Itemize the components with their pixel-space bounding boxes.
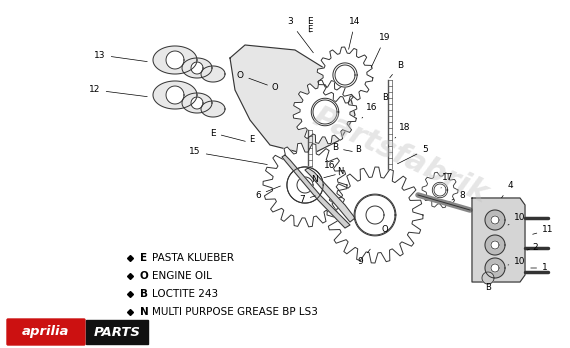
Polygon shape xyxy=(263,143,347,227)
Polygon shape xyxy=(333,63,357,87)
Polygon shape xyxy=(305,168,355,222)
Polygon shape xyxy=(287,167,323,203)
Text: 6: 6 xyxy=(255,186,280,199)
Polygon shape xyxy=(201,101,225,117)
Text: Partsfabrik: Partsfabrik xyxy=(308,102,492,208)
Text: 8: 8 xyxy=(452,190,465,200)
Text: N: N xyxy=(337,167,343,176)
Text: B: B xyxy=(390,61,403,78)
Text: B: B xyxy=(485,284,491,293)
Polygon shape xyxy=(491,241,499,249)
Text: 18: 18 xyxy=(395,124,411,138)
FancyBboxPatch shape xyxy=(86,320,148,344)
Polygon shape xyxy=(472,198,525,282)
Polygon shape xyxy=(293,80,357,144)
Text: MULTI PURPOSE GREASE BP LS3: MULTI PURPOSE GREASE BP LS3 xyxy=(152,307,318,317)
Polygon shape xyxy=(182,93,212,113)
Text: O: O xyxy=(382,226,388,235)
Text: 15: 15 xyxy=(189,148,267,165)
Polygon shape xyxy=(182,58,212,78)
Polygon shape xyxy=(485,210,505,230)
Text: B: B xyxy=(140,289,148,299)
Text: 10: 10 xyxy=(508,258,526,267)
Text: O: O xyxy=(140,271,149,281)
Polygon shape xyxy=(317,47,373,103)
Text: LOCTITE 243: LOCTITE 243 xyxy=(152,289,218,299)
Polygon shape xyxy=(311,98,339,126)
Polygon shape xyxy=(153,81,197,109)
Polygon shape xyxy=(166,86,184,104)
Text: 17: 17 xyxy=(441,174,454,188)
Text: O: O xyxy=(237,71,267,85)
Polygon shape xyxy=(201,66,225,82)
Text: 16: 16 xyxy=(324,160,340,175)
Text: E: E xyxy=(307,17,313,32)
Text: B: B xyxy=(355,145,361,155)
Text: 1: 1 xyxy=(531,263,548,272)
Polygon shape xyxy=(485,235,505,255)
Polygon shape xyxy=(191,62,203,74)
Polygon shape xyxy=(297,177,313,193)
Polygon shape xyxy=(230,45,355,155)
Polygon shape xyxy=(485,258,505,278)
Text: 2: 2 xyxy=(527,244,538,253)
Text: 13: 13 xyxy=(94,50,147,62)
Polygon shape xyxy=(287,167,323,203)
Polygon shape xyxy=(366,206,384,224)
Text: B: B xyxy=(332,143,352,152)
Text: E: E xyxy=(307,25,312,34)
Text: aprilia: aprilia xyxy=(22,325,70,339)
Text: 11: 11 xyxy=(533,226,553,235)
Polygon shape xyxy=(335,65,355,85)
Text: 3: 3 xyxy=(287,17,314,53)
Polygon shape xyxy=(191,97,203,109)
Text: O: O xyxy=(272,82,278,92)
Text: E: E xyxy=(250,135,255,144)
Text: ENGINE OIL: ENGINE OIL xyxy=(152,271,212,281)
Polygon shape xyxy=(422,172,458,208)
Text: 10: 10 xyxy=(508,214,526,225)
Text: 16: 16 xyxy=(362,103,378,118)
Polygon shape xyxy=(282,155,350,228)
Text: N: N xyxy=(140,307,149,317)
Polygon shape xyxy=(491,264,499,272)
Text: 5: 5 xyxy=(397,145,428,164)
Text: 12: 12 xyxy=(89,86,147,97)
Text: 7: 7 xyxy=(299,196,315,205)
Polygon shape xyxy=(482,272,494,284)
Text: 4: 4 xyxy=(502,182,513,198)
Polygon shape xyxy=(327,167,423,263)
Polygon shape xyxy=(434,184,446,196)
Polygon shape xyxy=(153,46,197,74)
Polygon shape xyxy=(313,100,337,124)
Text: 19: 19 xyxy=(371,33,391,68)
Text: E: E xyxy=(140,253,147,263)
Text: B: B xyxy=(382,93,388,102)
Text: PARTS: PARTS xyxy=(93,325,140,339)
Text: PASTA KLUEBER: PASTA KLUEBER xyxy=(152,253,234,263)
FancyBboxPatch shape xyxy=(7,319,85,345)
Text: 9: 9 xyxy=(357,249,370,267)
Polygon shape xyxy=(355,195,395,235)
Text: N: N xyxy=(312,175,335,184)
Polygon shape xyxy=(491,216,499,224)
Polygon shape xyxy=(354,194,396,236)
Polygon shape xyxy=(432,182,447,198)
Text: E: E xyxy=(210,128,245,141)
Text: 14: 14 xyxy=(349,17,361,49)
Polygon shape xyxy=(166,51,184,69)
